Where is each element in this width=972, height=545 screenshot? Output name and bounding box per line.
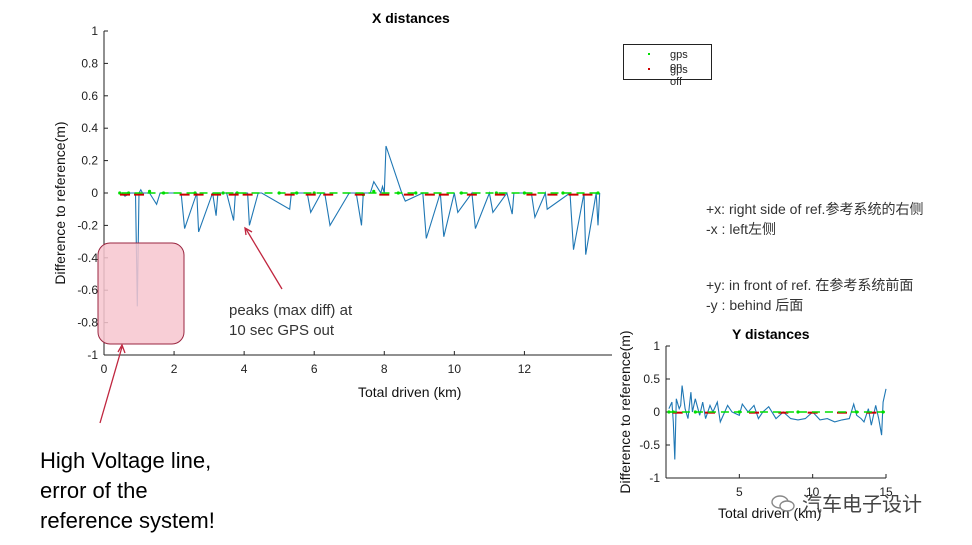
y-chart-ytick-label: -1 xyxy=(649,471,660,485)
x-chart-series-difference xyxy=(121,145,601,307)
watermark: 汽车电子设计 xyxy=(770,488,922,517)
y-chart-series-difference xyxy=(668,385,887,460)
gps-off-marker xyxy=(648,68,650,70)
x-chart-ytick-label: -1 xyxy=(87,348,98,362)
x-chart-ytick-label: 1 xyxy=(91,24,98,38)
peaks-note-line-1: peaks (max diff) at xyxy=(229,302,353,319)
x-chart-xlabel: Total driven (km) xyxy=(358,384,462,400)
y-chart-point-gps-on xyxy=(796,410,800,414)
x-chart-xtick-label: 10 xyxy=(448,362,462,376)
y-direction-note: +y: in front of ref. 在参考系统前面 -y : behind… xyxy=(706,275,913,315)
gps-on-marker xyxy=(648,53,650,55)
x-chart-point-gps-on xyxy=(221,191,225,195)
y-direction-line-1: +y: in front of ref. 在参考系统前面 xyxy=(706,277,914,293)
x-chart-ytick-label: -0.6 xyxy=(77,283,98,297)
x-chart-xtick-label: 2 xyxy=(171,362,178,376)
peaks-arrowhead xyxy=(244,226,253,236)
hv-note-line-1: High Voltage line, xyxy=(40,448,212,473)
x-chart-xtick-label: 6 xyxy=(311,362,318,376)
wechat-icon xyxy=(771,494,795,512)
x-chart-xtick-label: 8 xyxy=(381,362,388,376)
x-chart-xtick-label: 4 xyxy=(241,362,248,376)
x-chart-ytick-label: 0 xyxy=(91,186,98,200)
hv-arrow xyxy=(99,346,123,424)
x-chart-point-gps-on xyxy=(372,189,376,193)
peaks-arrow xyxy=(245,228,283,290)
hv-note-line-2: error of the xyxy=(40,478,148,503)
x-chart-xtick-label: 12 xyxy=(518,362,532,376)
x-chart-ytick-label: 0.6 xyxy=(81,89,98,103)
legend: gps on gps off xyxy=(623,44,712,88)
x-chart-ytick-label: -0.8 xyxy=(77,316,98,330)
legend-label-gps-on: gps on xyxy=(670,49,688,73)
y-chart-xtick-label: 15 xyxy=(879,485,893,499)
peaks-note-line-2: 10 sec GPS out xyxy=(229,322,335,339)
legend-label-gps-off: gps off xyxy=(670,64,688,88)
y-chart-ylabel: Difference to reference(m) xyxy=(617,330,633,494)
y-direction-line-2: -y : behind 后面 xyxy=(706,297,804,313)
high-voltage-note: High Voltage line, error of the referenc… xyxy=(40,446,215,536)
x-chart-ytick-label: -0.2 xyxy=(77,218,98,232)
hv-note-line-3: reference system! xyxy=(40,508,215,533)
x-chart-title: X distances xyxy=(372,10,450,26)
y-chart-title: Y distances xyxy=(732,326,810,342)
y-chart-xtick-label: 10 xyxy=(806,485,820,499)
y-chart-ytick-label: 1 xyxy=(653,339,660,353)
high-voltage-highlight-box xyxy=(97,242,185,345)
y-chart-ytick-label: 0.5 xyxy=(643,372,660,386)
y-chart-ytick-label: -0.5 xyxy=(639,438,660,452)
x-chart-ytick-label: 0.8 xyxy=(81,56,98,70)
x-direction-line-2: -x : left左侧 xyxy=(706,221,777,237)
x-direction-line-1: +x: right side of ref.参考系统的右侧 xyxy=(706,201,924,217)
legend-entry-gps-off: gps off xyxy=(632,64,702,88)
legend-entry-gps-on: gps on xyxy=(632,49,702,73)
peaks-note: peaks (max diff) at 10 sec GPS out xyxy=(229,301,352,341)
x-chart-ytick-label: 0.2 xyxy=(81,154,98,168)
x-direction-note: +x: right side of ref.参考系统的右侧 -x : left左… xyxy=(706,199,923,239)
x-chart-point-gps-on xyxy=(147,189,152,193)
hv-arrowhead xyxy=(117,343,126,354)
watermark-text: 汽车电子设计 xyxy=(802,492,922,516)
x-chart-xtick-label: 0 xyxy=(101,362,108,376)
x-chart-ytick-label: 0.4 xyxy=(81,121,98,135)
x-chart-ytick-label: -0.4 xyxy=(77,251,98,265)
y-chart-ytick-label: 0 xyxy=(653,405,660,419)
y-chart-xtick-label: 5 xyxy=(736,485,743,499)
y-chart-xlabel: Total driven (km) xyxy=(718,505,822,521)
